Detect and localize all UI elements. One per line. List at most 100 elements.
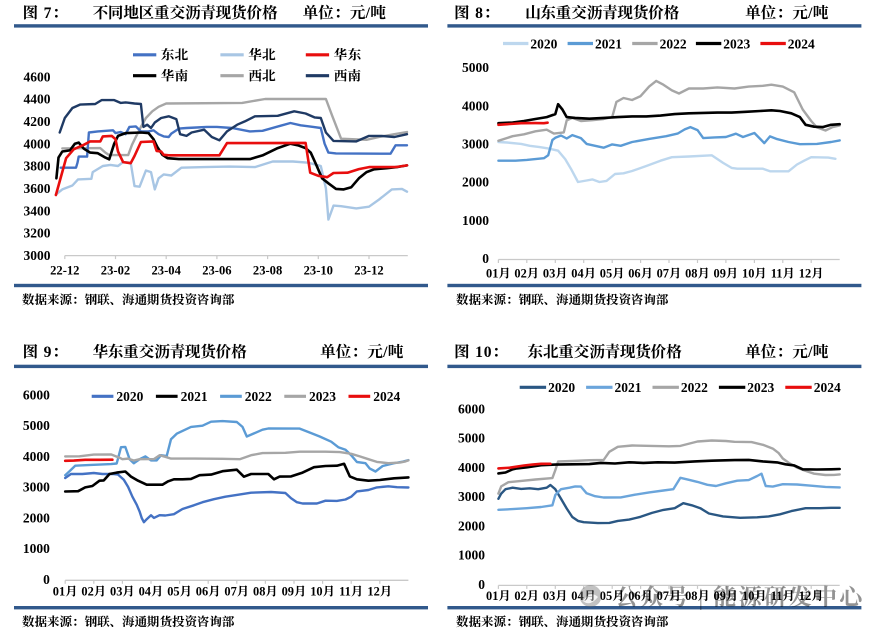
svg-text:05月: 05月 [600, 589, 625, 603]
svg-text:华南: 华南 [161, 69, 189, 84]
svg-text:3000: 3000 [458, 489, 485, 504]
svg-text:东北重交沥青现货价格: 东北重交沥青现货价格 [528, 343, 683, 361]
svg-text:3600: 3600 [24, 181, 51, 196]
svg-text:数据来源：钢联、海通期货投资咨询部: 数据来源：钢联、海通期货投资咨询部 [22, 615, 235, 629]
svg-text:08月: 08月 [253, 585, 278, 599]
svg-text:4600: 4600 [24, 69, 51, 84]
svg-text:不同地区重交沥青现货价格: 不同地区重交沥青现货价格 [93, 4, 278, 22]
svg-text:09月: 09月 [282, 585, 307, 599]
svg-text:3200: 3200 [24, 226, 51, 241]
svg-text:09月: 09月 [714, 267, 739, 281]
svg-text:5000: 5000 [458, 431, 485, 446]
svg-text:22-12: 22-12 [50, 264, 79, 278]
svg-text:4000: 4000 [23, 449, 50, 464]
svg-text:数据来源：钢联、海通期货投资咨询部: 数据来源：钢联、海通期货投资咨询部 [456, 615, 669, 629]
svg-text:4000: 4000 [24, 136, 51, 151]
svg-text:07月: 07月 [224, 585, 249, 599]
svg-text:4200: 4200 [24, 114, 51, 129]
svg-text:08月: 08月 [685, 267, 710, 281]
svg-text:2024: 2024 [788, 36, 815, 51]
svg-text:2024: 2024 [814, 380, 841, 395]
svg-text:东北: 东北 [161, 48, 189, 63]
svg-text:单位：元/吨: 单位：元/吨 [320, 343, 404, 361]
svg-text:数据来源：钢联、海通期货投资咨询部: 数据来源：钢联、海通期货投资咨询部 [22, 293, 235, 307]
svg-text:23-02: 23-02 [101, 264, 130, 278]
svg-text:0: 0 [482, 251, 489, 266]
svg-text:02月: 02月 [514, 267, 539, 281]
svg-text:2022: 2022 [660, 36, 687, 51]
svg-text:07月: 07月 [657, 267, 682, 281]
svg-text:01月: 01月 [486, 589, 511, 603]
svg-text:1000: 1000 [23, 541, 50, 556]
svg-text:2000: 2000 [462, 175, 489, 190]
svg-text:华东重交沥青现货价格: 华东重交沥青现货价格 [93, 343, 248, 361]
svg-text:2020: 2020 [116, 389, 143, 404]
svg-text:12月: 12月 [799, 267, 824, 281]
svg-text:23-10: 23-10 [304, 264, 333, 278]
svg-text:05月: 05月 [167, 585, 192, 599]
svg-text:1000: 1000 [462, 213, 489, 228]
svg-text:华东: 华东 [334, 48, 362, 63]
svg-text:03月: 03月 [543, 267, 568, 281]
svg-text:3000: 3000 [23, 480, 50, 495]
svg-text:6000: 6000 [458, 402, 485, 417]
svg-text:2023: 2023 [309, 389, 336, 404]
svg-text:09月: 09月 [714, 589, 739, 603]
svg-text:2000: 2000 [23, 510, 50, 525]
svg-text:02月: 02月 [81, 585, 106, 599]
svg-text:西南: 西南 [334, 69, 362, 84]
svg-text:3400: 3400 [24, 203, 51, 218]
svg-text:2023: 2023 [747, 380, 774, 395]
svg-text:5000: 5000 [23, 418, 50, 433]
svg-text:06月: 06月 [628, 589, 653, 603]
svg-text:图 9：: 图 9： [23, 344, 69, 361]
svg-text:5000: 5000 [462, 60, 489, 75]
svg-text:3000: 3000 [24, 248, 51, 263]
svg-text:4400: 4400 [24, 92, 51, 107]
svg-text:0: 0 [478, 577, 485, 592]
svg-text:西北: 西北 [248, 69, 276, 84]
svg-text:2023: 2023 [723, 36, 750, 51]
svg-text:03月: 03月 [543, 589, 568, 603]
svg-text:11月: 11月 [339, 585, 363, 599]
svg-text:2021: 2021 [595, 36, 622, 51]
svg-text:图 7：: 图 7： [23, 5, 69, 22]
svg-text:04月: 04月 [571, 267, 596, 281]
svg-text:图 10：: 图 10： [454, 344, 509, 361]
svg-text:06月: 06月 [196, 585, 221, 599]
svg-text:12月: 12月 [799, 589, 824, 603]
svg-text:23-08: 23-08 [253, 264, 282, 278]
svg-text:数据来源：钢联、海通期货投资咨询部: 数据来源：钢联、海通期货投资咨询部 [456, 293, 669, 307]
svg-text:2000: 2000 [458, 518, 485, 533]
svg-text:01月: 01月 [486, 267, 511, 281]
svg-text:2020: 2020 [548, 380, 575, 395]
svg-text:4000: 4000 [462, 98, 489, 113]
svg-text:4000: 4000 [458, 460, 485, 475]
svg-text:08月: 08月 [685, 589, 710, 603]
svg-text:2022: 2022 [681, 380, 708, 395]
svg-text:23-04: 23-04 [152, 264, 182, 278]
svg-text:11月: 11月 [771, 267, 795, 281]
svg-text:图 8：: 图 8： [454, 5, 500, 22]
svg-text:3000: 3000 [462, 137, 489, 152]
svg-text:04月: 04月 [139, 585, 164, 599]
svg-text:2022: 2022 [245, 389, 272, 404]
svg-text:3800: 3800 [24, 159, 51, 174]
svg-text:04月: 04月 [571, 589, 596, 603]
svg-text:华北: 华北 [248, 48, 276, 63]
svg-text:02月: 02月 [514, 589, 539, 603]
svg-text:23-12: 23-12 [354, 264, 383, 278]
svg-text:06月: 06月 [628, 267, 653, 281]
svg-text:1000: 1000 [458, 548, 485, 563]
svg-text:2020: 2020 [530, 36, 557, 51]
svg-text:公众号 | 能源研发中心: 公众号 | 能源研发中心 [615, 585, 865, 610]
svg-text:23-06: 23-06 [202, 264, 231, 278]
svg-text:2021: 2021 [615, 380, 642, 395]
svg-text:10月: 10月 [310, 585, 335, 599]
svg-text:10月: 10月 [742, 267, 767, 281]
svg-text:10月: 10月 [742, 589, 767, 603]
svg-text:单位：元/吨: 单位：元/吨 [745, 343, 829, 361]
svg-text:05月: 05月 [600, 267, 625, 281]
svg-text:07月: 07月 [657, 589, 682, 603]
svg-text:0: 0 [43, 572, 50, 587]
